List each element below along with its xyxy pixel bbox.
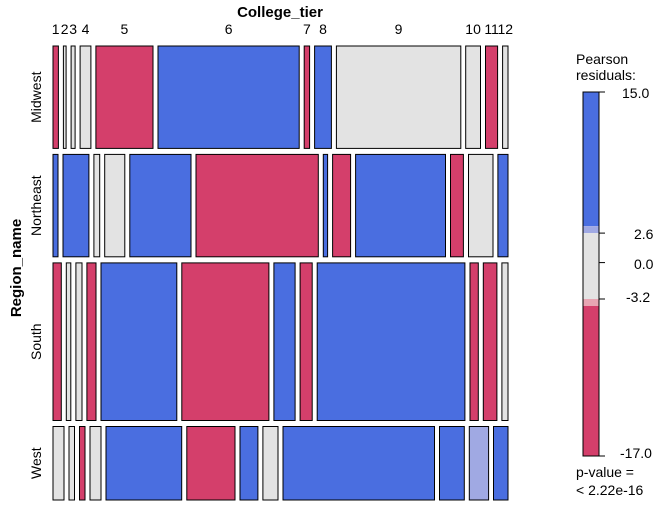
legend-label-upper-cut: 2.6 — [634, 226, 654, 242]
tile-midwest-2 — [62, 45, 67, 149]
row-label-south: South — [28, 323, 44, 360]
tile-northeast-2 — [62, 153, 90, 258]
row-label-northeast: Northeast — [28, 175, 44, 236]
tile-midwest-3 — [70, 45, 76, 149]
tile-northeast-7 — [322, 153, 329, 258]
tile-northeast-11 — [468, 153, 494, 258]
tile-south-3 — [75, 262, 83, 421]
tile-south-7 — [273, 262, 296, 421]
tile-west-6 — [186, 426, 236, 501]
tile-west-2 — [68, 426, 75, 501]
tile-south-10 — [469, 262, 479, 421]
p-value-line1: p-value = — [576, 464, 634, 480]
residual-legend: Pearson residuals: 15.0 2.6 0.0 -3.2 -17… — [576, 51, 654, 498]
tile-midwest-10 — [465, 45, 482, 149]
mosaic-tiles — [52, 45, 509, 501]
tile-west-3 — [79, 426, 86, 501]
tile-west-12 — [493, 426, 509, 501]
column-label-4: 4 — [82, 21, 90, 37]
legend-label-max: 15.0 — [622, 85, 649, 101]
legend-ticks — [599, 91, 605, 457]
tile-midwest-12 — [502, 45, 509, 149]
row-tick-labels: Midwest Northeast South West — [28, 71, 44, 479]
legend-band-neutral — [583, 233, 599, 300]
tile-northeast-3 — [93, 153, 101, 258]
tile-west-10 — [439, 426, 465, 501]
tile-south-1 — [52, 262, 62, 421]
column-label-3: 3 — [69, 21, 77, 37]
tile-midwest-11 — [485, 45, 499, 149]
tile-south-6 — [181, 262, 270, 421]
p-value-line2: < 2.22e-16 — [576, 482, 644, 498]
column-label-6: 6 — [225, 21, 233, 37]
tile-south-4 — [86, 262, 97, 421]
tile-northeast-9 — [355, 153, 447, 258]
column-label-11: 11 — [484, 21, 499, 37]
tile-northeast-10 — [450, 153, 464, 258]
row-label-west: West — [28, 447, 44, 479]
tile-midwest-5 — [95, 45, 154, 149]
tile-northeast-5 — [129, 153, 192, 258]
column-label-7: 7 — [303, 21, 311, 37]
tile-northeast-12 — [497, 153, 509, 258]
tile-midwest-8 — [314, 45, 332, 149]
legend-color-bar — [582, 91, 600, 457]
tile-south-2 — [65, 262, 72, 421]
column-label-9: 9 — [395, 21, 403, 37]
tile-south-12 — [501, 262, 509, 421]
tile-midwest-6 — [157, 45, 300, 149]
tile-midwest-4 — [79, 45, 92, 149]
tile-west-5 — [105, 426, 183, 501]
legend-title-line1: Pearson — [576, 51, 628, 67]
column-label-2: 2 — [61, 21, 69, 37]
tile-west-11 — [468, 426, 490, 501]
tile-south-11 — [482, 262, 498, 421]
x-axis-title: College_tier — [237, 4, 323, 21]
legend-label-lower-cut: -3.2 — [626, 289, 650, 305]
tile-west-9 — [282, 426, 435, 501]
tile-northeast-4 — [104, 153, 126, 258]
column-label-5: 5 — [121, 21, 129, 37]
column-label-12: 12 — [498, 21, 514, 37]
row-label-midwest: Midwest — [28, 71, 44, 122]
column-label-8: 8 — [319, 21, 327, 37]
tile-northeast-8 — [332, 153, 352, 258]
tile-south-5 — [100, 262, 178, 421]
tile-west-4 — [89, 426, 102, 501]
tile-west-1 — [52, 426, 65, 501]
legend-label-min: -17.0 — [620, 445, 652, 461]
tile-south-8 — [299, 262, 313, 421]
legend-band-negative — [583, 306, 599, 456]
tile-west-8 — [262, 426, 279, 501]
tile-midwest-1 — [52, 45, 59, 149]
legend-band-positive — [583, 92, 599, 227]
tile-midwest-7 — [303, 45, 311, 149]
tile-northeast-6 — [195, 153, 319, 258]
tile-west-7 — [239, 426, 259, 501]
tile-midwest-9 — [335, 45, 462, 149]
tile-south-9 — [316, 262, 466, 421]
column-label-1: 1 — [52, 21, 60, 37]
tile-northeast-1 — [52, 153, 59, 258]
column-label-10: 10 — [465, 21, 481, 37]
legend-title-line2: residuals: — [576, 67, 636, 83]
legend-label-zero: 0.0 — [634, 256, 654, 272]
legend-bar-frame — [582, 91, 600, 457]
legend-band-negative-weak — [583, 299, 599, 306]
y-axis-title: Region_name — [8, 219, 25, 317]
legend-band-positive-weak — [583, 226, 599, 234]
